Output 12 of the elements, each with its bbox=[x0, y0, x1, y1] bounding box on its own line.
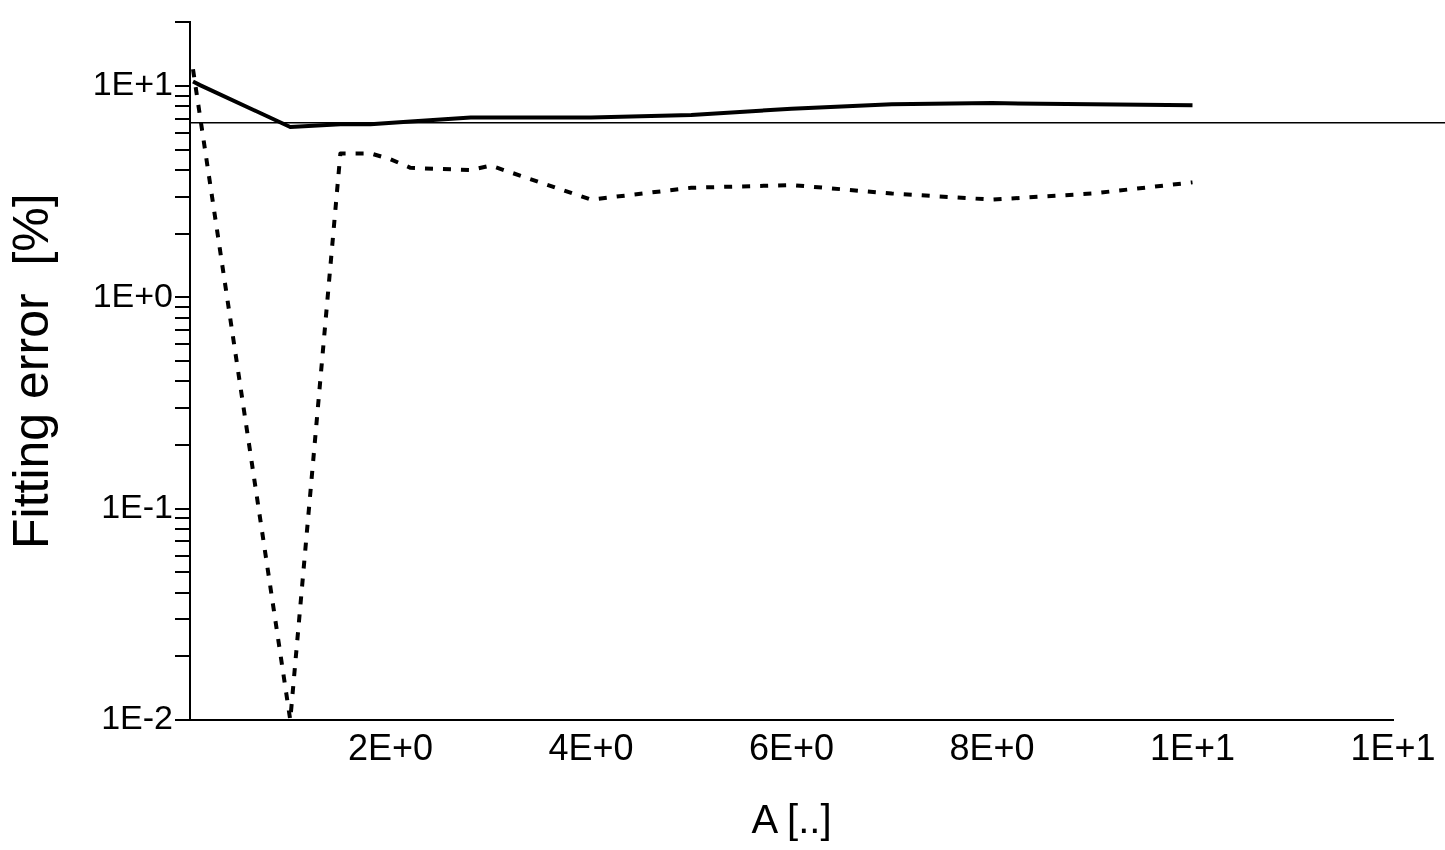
y-tick-label: 1E-2 bbox=[101, 698, 173, 737]
x-tick-label: 4E+0 bbox=[548, 726, 634, 768]
y-tick-label: 1E+0 bbox=[92, 275, 173, 314]
y-tick-label: 1E+1 bbox=[92, 64, 173, 103]
y-axis-title: Fitting error [%] bbox=[2, 193, 59, 550]
x-tick-label: 6E+0 bbox=[748, 726, 835, 768]
y-tick-label: 1E-1 bbox=[101, 487, 173, 526]
x-tick-label: 1E+1 bbox=[1149, 726, 1236, 768]
x-tick-label: 8E+0 bbox=[949, 726, 1035, 768]
x-tick-label: 2E+0 bbox=[347, 726, 434, 768]
x-tick-label: 1E+1 bbox=[1350, 726, 1436, 768]
x-axis-title: A [..] bbox=[751, 797, 832, 842]
